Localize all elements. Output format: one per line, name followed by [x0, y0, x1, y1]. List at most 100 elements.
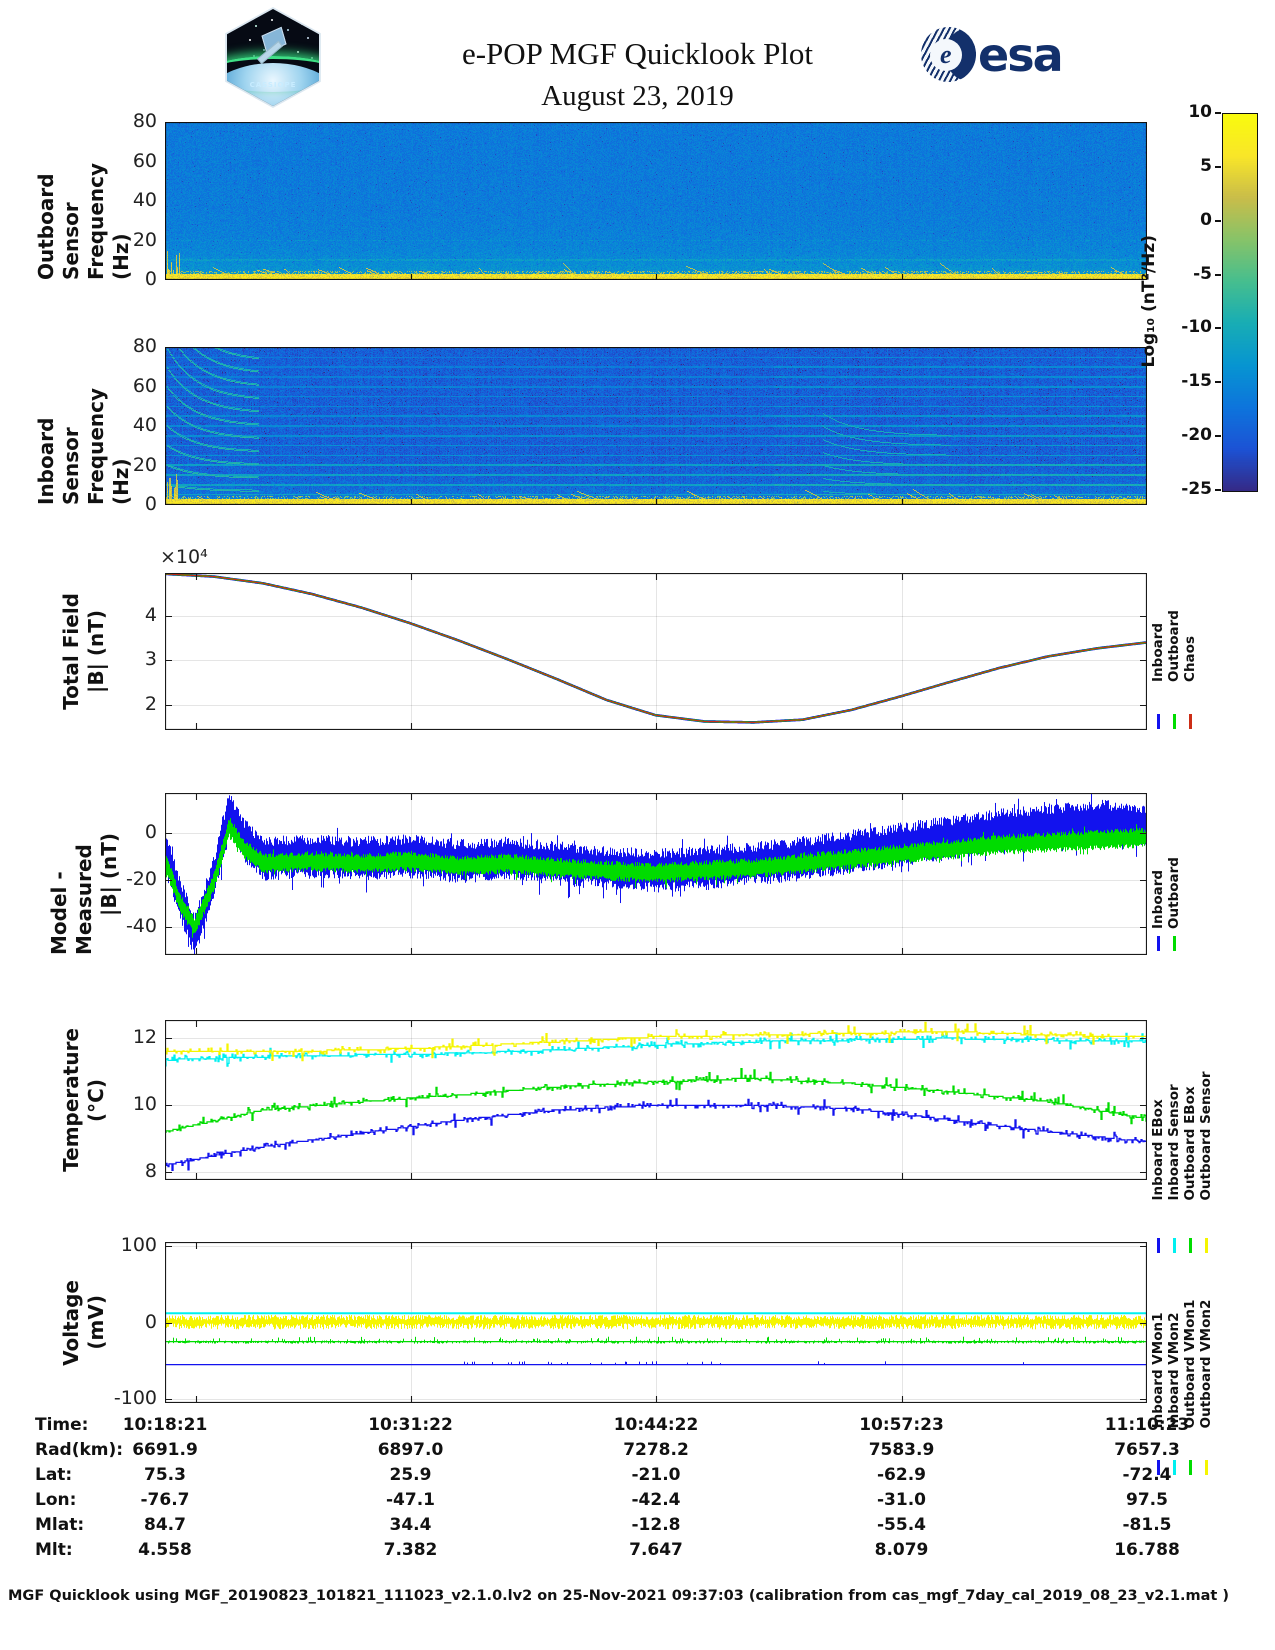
- stars-decoration: [241, 21, 243, 23]
- table-cell: 7.647: [629, 1540, 683, 1560]
- colorbar-tick-mark: [1215, 327, 1221, 330]
- esa-logo: e esa: [921, 27, 1064, 82]
- table-cell: -12.8: [631, 1515, 681, 1535]
- table-cell: -55.4: [877, 1515, 926, 1535]
- table-cell: 16.788: [1114, 1540, 1180, 1560]
- legend-entry: Inboard EBox: [1150, 1071, 1166, 1200]
- legend-entry: Outboard Sensor: [1198, 1071, 1214, 1200]
- legend-marker-cell: [1166, 714, 1182, 729]
- colorbar-tick-label: -5: [1193, 263, 1212, 284]
- colorbar: [1222, 113, 1258, 492]
- legend-markers-model_minus_measured: [1150, 936, 1182, 951]
- y-tick-label: -20: [125, 867, 157, 890]
- table-cell: -42.4: [631, 1490, 681, 1510]
- colorbar-tick-label: -20: [1181, 425, 1212, 446]
- legend-entry-label: Outboard Sensor: [1198, 1071, 1214, 1201]
- legend-entry-label: Inboard VMon2: [1166, 1312, 1182, 1429]
- legend-entry: Inboard VMon2: [1166, 1300, 1182, 1429]
- colorbar-tick-label: -15: [1181, 371, 1212, 392]
- legend-voltage: Inboard VMon1 Inboard VMon2 Outboard VMon1…: [1150, 1300, 1214, 1429]
- page-date: August 23, 2019: [541, 80, 734, 112]
- legend-entry-label: Outboard: [1166, 857, 1182, 929]
- legend-marker-cell: [1150, 1238, 1166, 1253]
- legend-entry-label: Outboard: [1166, 610, 1182, 682]
- table-cell: -21.0: [631, 1465, 681, 1485]
- colorbar-tick-mark: [1215, 273, 1221, 276]
- y-tick-label: 8: [144, 1159, 157, 1182]
- total-field-y-multiplier: ×10⁴: [160, 546, 208, 568]
- legend-markers-voltage: [1150, 1460, 1214, 1475]
- colorbar-tick-mark: [1215, 165, 1221, 168]
- table-cell: -81.5: [1122, 1515, 1172, 1535]
- esa-globe-letter: e: [929, 39, 962, 71]
- legend-marker-cell: [1182, 1460, 1198, 1475]
- y-tick-label: 60: [132, 374, 157, 397]
- legend-entry-label: Outboard EBox: [1182, 1086, 1198, 1201]
- legend-marker: [1188, 1238, 1192, 1253]
- legend-entry-label: Chaos: [1182, 636, 1198, 682]
- legend-marker-cell: [1182, 714, 1198, 729]
- legend-marker: [1172, 714, 1176, 729]
- y-tick-label: 0: [144, 493, 157, 515]
- legend-marker: [1188, 714, 1192, 729]
- cassiope-logo-text: CASSIOPE: [249, 80, 297, 89]
- legend-marker: [1172, 936, 1176, 951]
- table-cell: -31.0: [877, 1490, 926, 1510]
- y-tick-label: 4: [144, 603, 157, 626]
- legend-marker-cell: [1198, 1238, 1214, 1253]
- table-row-label-lon: Lon:: [35, 1490, 77, 1510]
- legend-entry-label: Outboard VMon1: [1182, 1299, 1198, 1429]
- total-field-plot-canvas: [165, 573, 1147, 730]
- legend-marker-cell: [1150, 714, 1166, 729]
- table-row-label-mlat: Mlat:: [35, 1515, 85, 1535]
- legend-markers-total_field: [1150, 714, 1198, 729]
- table-cell: 10:44:22: [613, 1415, 699, 1435]
- page-title: e-POP MGF Quicklook Plot: [461, 36, 814, 71]
- y-tick-label: 0: [144, 1310, 157, 1333]
- legend-entry-label: Inboard VMon1: [1150, 1312, 1166, 1429]
- legend-entry: Chaos: [1182, 610, 1198, 682]
- table-cell: 10:31:22: [368, 1415, 453, 1435]
- table-cell: 84.7: [144, 1515, 186, 1535]
- legend-entry: Inboard Sensor: [1166, 1071, 1182, 1200]
- y-tick-label: 20: [132, 228, 157, 251]
- y-tick-label: 80: [132, 110, 157, 132]
- legend-marker-cell: [1150, 936, 1166, 951]
- y-tick-label: 100: [120, 1233, 157, 1256]
- colorbar-tick-label: 5: [1200, 155, 1212, 176]
- table-cell: 10:18:21: [122, 1415, 208, 1435]
- legend-entry: Outboard VMon2: [1198, 1300, 1214, 1429]
- legend-marker-cell: [1198, 1460, 1214, 1475]
- legend-entry: Inboard: [1150, 610, 1166, 682]
- voltage-plot-canvas: [165, 1242, 1147, 1403]
- table-row-label-time: Time:: [35, 1415, 89, 1435]
- table-cell: 7657.3: [1114, 1440, 1180, 1460]
- y-tick-label: 3: [144, 648, 157, 671]
- table-row-label-radkm: Rad(km):: [35, 1440, 124, 1460]
- inboard-spectrogram-canvas: [165, 347, 1147, 505]
- outboard-spectrogram-canvas: [165, 122, 1147, 280]
- y-tick-label: 20: [132, 453, 157, 476]
- legend-marker-cell: [1150, 1460, 1166, 1475]
- table-cell: 4.558: [138, 1540, 192, 1560]
- legend-marker-cell: [1166, 936, 1182, 951]
- legend-marker: [1172, 1238, 1176, 1253]
- legend-entry-label: Inboard EBox: [1150, 1099, 1166, 1201]
- colorbar-tick-label: 0: [1200, 209, 1212, 230]
- table-cell: 8.079: [874, 1540, 929, 1560]
- legend-model_minus_measured: Inboard Outboard: [1150, 857, 1182, 929]
- legend-entry: Outboard: [1166, 857, 1182, 929]
- legend-entry-label: Inboard Sensor: [1166, 1084, 1182, 1201]
- legend-marker: [1188, 1460, 1192, 1475]
- table-cell: -72.4: [1122, 1465, 1172, 1485]
- legend-entry-label: Inboard: [1150, 622, 1166, 682]
- colorbar-tick-mark: [1215, 489, 1221, 491]
- legend-entry: Outboard EBox: [1182, 1071, 1198, 1200]
- colorbar-tick-mark: [1215, 435, 1221, 438]
- legend-temperature: Inboard EBox Inboard Sensor Outboard EBox O…: [1150, 1071, 1214, 1200]
- colorbar-tick-label: -25: [1181, 479, 1212, 499]
- legend-entry: Inboard VMon1: [1150, 1300, 1166, 1429]
- table-cell: 6691.9: [132, 1440, 198, 1460]
- table-cell: 7583.9: [868, 1440, 935, 1460]
